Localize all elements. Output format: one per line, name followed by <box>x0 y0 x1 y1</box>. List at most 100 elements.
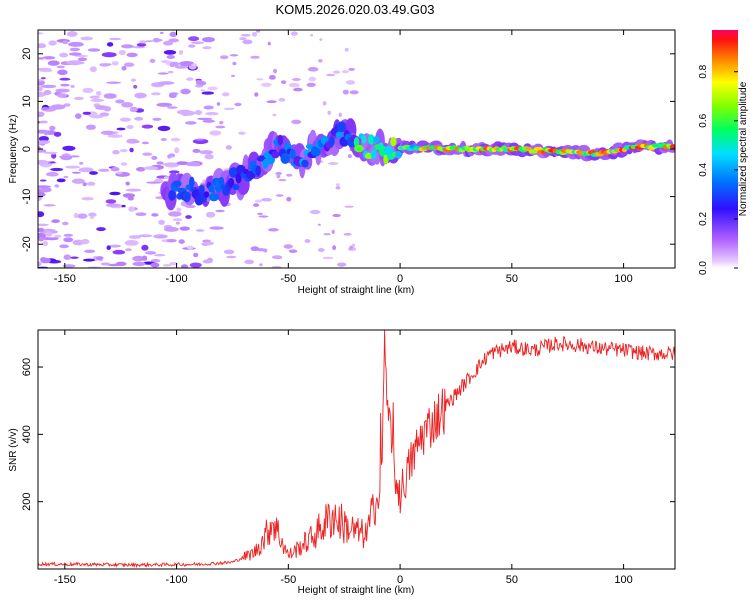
heatmap-noise-blob <box>79 161 84 165</box>
heatmap-noise-blob <box>69 155 80 158</box>
bottom-x-tick-label: 100 <box>614 574 632 586</box>
heatmap-noise-blob <box>100 262 111 266</box>
heatmap-noise-blob <box>182 112 189 117</box>
colorbar-axis: 0.0 0.2 0.4 0.6 0.8 <box>698 64 738 275</box>
heatmap-ridge-blob <box>335 131 343 139</box>
top-x-tick-label: 50 <box>506 273 518 285</box>
heatmap-noise-blob <box>115 261 127 267</box>
heatmap-ridge-blob <box>168 189 177 201</box>
heatmap-noise-blob <box>219 120 224 125</box>
heatmap-noise-blob <box>38 223 49 226</box>
heatmap-noise-blob <box>342 89 349 95</box>
heatmap-noise-blob <box>133 84 138 89</box>
heatmap-noise-blob <box>178 239 185 244</box>
snr-marks <box>38 330 675 569</box>
heatmap-noise-blob <box>231 74 235 77</box>
heatmap-noise-blob <box>68 41 84 47</box>
bottom-y-tick-label: 400 <box>21 425 33 443</box>
heatmap-ridge-blob <box>305 143 314 150</box>
heatmap-noise-blob <box>56 178 66 183</box>
heatmap-ridge-blob <box>313 146 321 157</box>
heatmap-noise-blob <box>172 218 183 222</box>
heatmap-noise-blob <box>50 167 64 172</box>
heatmap-noise-blob <box>331 229 335 234</box>
heatmap-noise-blob <box>112 150 120 155</box>
heatmap-noise-blob <box>175 221 180 225</box>
heatmap-noise-blob <box>167 106 178 109</box>
heatmap-noise-blob <box>304 239 311 243</box>
heatmap-noise-blob <box>344 47 349 52</box>
heatmap-noise-blob <box>96 90 102 96</box>
heatmap-noise-blob <box>38 159 49 166</box>
top-y-tick-label: -10 <box>21 189 33 205</box>
heatmap-noise-blob <box>202 46 212 50</box>
heatmap-noise-blob <box>204 154 214 160</box>
heatmap-noise-blob <box>43 129 49 136</box>
heatmap-noise-blob <box>99 112 110 117</box>
heatmap-noise-blob <box>38 80 42 83</box>
heatmap-noise-blob <box>338 112 342 118</box>
heatmap-noise-blob <box>286 173 293 177</box>
heatmap-noise-blob <box>38 43 47 49</box>
heatmap-noise-blob <box>74 96 84 100</box>
heatmap-noise-blob <box>168 153 176 158</box>
heatmap-noise-blob <box>145 251 157 255</box>
heatmap-noise-blob <box>71 171 81 174</box>
heatmap-noise-blob <box>38 67 52 71</box>
heatmap-noise-blob <box>238 131 246 135</box>
heatmap-ridge-blob <box>271 151 280 159</box>
heatmap-ridge-blob <box>232 183 240 191</box>
top-x-tick-label: -50 <box>280 273 296 285</box>
heatmap-noise-blob <box>168 170 180 174</box>
heatmap-noise-blob <box>278 98 286 102</box>
heatmap-noise-blob <box>169 262 178 266</box>
heatmap-noise-blob <box>167 70 174 74</box>
heatmap-noise-blob <box>63 237 74 243</box>
heatmap-noise-blob <box>150 262 160 268</box>
heatmap-noise-blob <box>121 44 134 49</box>
heatmap-noise-blob <box>120 162 128 166</box>
heatmap-noise-blob <box>50 104 66 110</box>
heatmap-noise-blob <box>240 33 251 37</box>
heatmap-noise-blob <box>202 259 212 264</box>
heatmap-noise-blob <box>38 185 51 189</box>
heatmap-noise-blob <box>180 264 189 268</box>
heatmap-noise-blob <box>103 106 112 112</box>
colorbar <box>712 30 738 268</box>
heatmap-noise-blob <box>41 84 57 89</box>
heatmap-noise-blob <box>121 102 133 108</box>
heatmap-noise-blob <box>57 69 68 76</box>
heatmap-noise-blob <box>157 125 171 132</box>
heatmap-noise-blob <box>234 102 242 107</box>
heatmap-noise-blob <box>132 46 146 49</box>
heatmap-noise-blob <box>176 161 188 166</box>
heatmap-noise-blob <box>193 252 199 258</box>
snr-series-line <box>38 330 675 569</box>
colorbar-tick-label: 0.2 <box>698 212 709 226</box>
heatmap-noise-blob <box>291 119 302 125</box>
heatmap-noise-blob <box>89 216 94 219</box>
heatmap-noise-blob <box>232 61 237 66</box>
heatmap-noise-blob <box>73 212 79 219</box>
figure-title: KOM5.2026.020.03.49.G03 <box>275 2 435 17</box>
heatmap-noise-blob <box>275 172 282 175</box>
heatmap-noise-blob <box>318 59 323 63</box>
heatmap-noise-blob <box>153 234 168 239</box>
heatmap-noise-blob <box>145 40 154 43</box>
heatmap-noise-blob <box>54 234 62 238</box>
heatmap-noise-blob <box>84 249 96 253</box>
top-x-axis-label: Height of straight line (km) <box>298 285 415 296</box>
heatmap-noise-blob <box>38 32 44 35</box>
heatmap-noise-blob <box>43 204 56 207</box>
bottom-x-axis-label: Height of straight line (km) <box>298 585 415 596</box>
heatmap-noise-blob <box>163 50 177 55</box>
heatmap-noise-blob <box>139 40 147 44</box>
heatmap-noise-blob <box>38 57 44 60</box>
heatmap-noise-blob <box>119 117 131 122</box>
heatmap-noise-blob <box>323 233 331 236</box>
colorbar-tick-label: 0.8 <box>698 64 709 78</box>
heatmap-noise-blob <box>138 234 153 238</box>
heatmap-noise-blob <box>154 254 166 257</box>
heatmap-noise-blob <box>341 70 350 74</box>
heatmap-ridge-blob <box>370 149 377 160</box>
